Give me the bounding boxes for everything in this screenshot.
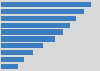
Bar — [1, 2, 92, 7]
Bar — [1, 50, 33, 55]
Bar — [1, 23, 70, 28]
Bar — [1, 36, 55, 42]
Bar — [1, 64, 18, 69]
Bar — [1, 9, 84, 14]
Bar — [1, 16, 76, 21]
Bar — [1, 29, 63, 35]
Bar — [1, 57, 24, 62]
Bar — [1, 43, 43, 48]
